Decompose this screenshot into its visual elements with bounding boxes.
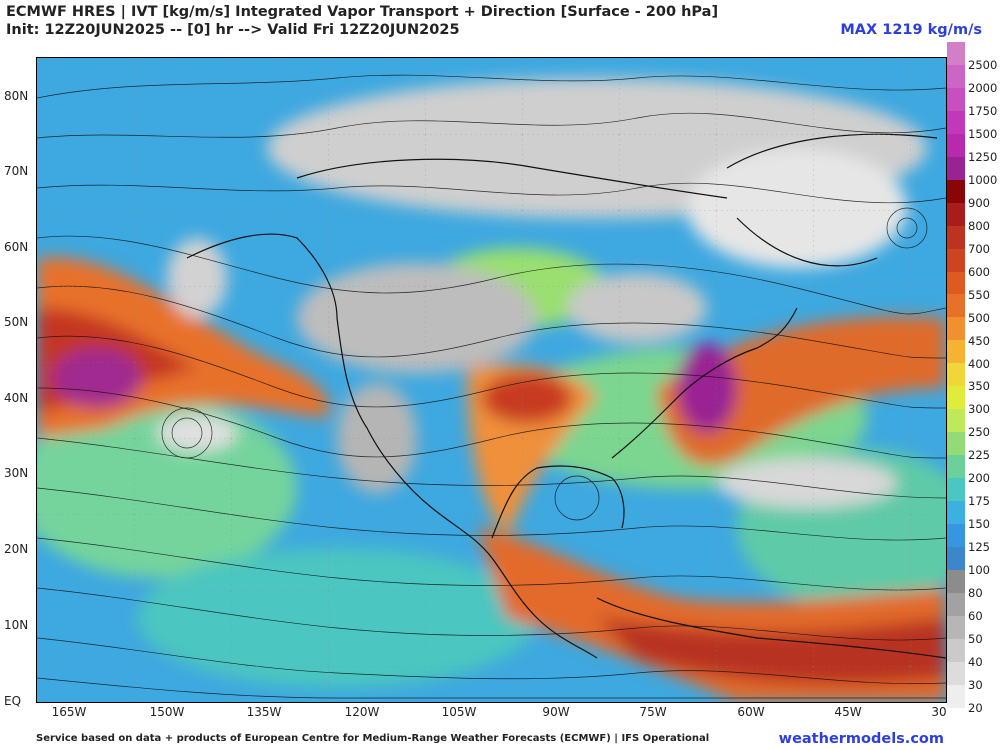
colorbar-segment — [947, 179, 965, 203]
colorbar-level-label: 450 — [968, 333, 990, 348]
colorbar-level-label: 30 — [968, 678, 983, 693]
colorbar-segment — [947, 661, 965, 685]
lon-label-135w: 135W — [246, 705, 282, 719]
colorbar-level-label: 1000 — [968, 172, 998, 187]
colorbar-segment — [947, 225, 965, 249]
ivt-map — [36, 57, 947, 703]
colorbar-segment — [947, 569, 965, 593]
lat-label-80n: 80N — [4, 89, 29, 103]
lat-label-10n: 10N — [4, 618, 29, 632]
colorbar-segment — [947, 87, 965, 111]
lon-label-150w: 150W — [149, 705, 185, 719]
footer-credit: Service based on data + products of Euro… — [36, 733, 710, 744]
colorbar-segment — [947, 501, 965, 525]
colorbar-level-label: 80 — [968, 586, 983, 601]
colorbar-level-label: 250 — [968, 425, 990, 440]
colorbar-segment — [947, 432, 965, 456]
lon-label-60w: 60W — [737, 705, 765, 719]
colorbar-level-label: 50 — [968, 632, 983, 647]
colorbar — [947, 42, 965, 708]
colorbar-level-label: 500 — [968, 310, 990, 325]
lon-label-75w: 75W — [639, 705, 667, 719]
colorbar-level-label: 1250 — [968, 149, 998, 164]
colorbar-level-label: 150 — [968, 517, 990, 532]
colorbar-level-label: 1500 — [968, 126, 998, 141]
lat-label-60n: 60N — [4, 240, 29, 254]
colorbar-segment — [947, 386, 965, 410]
ivt-map-canvas — [37, 58, 946, 702]
colorbar-segment — [947, 317, 965, 341]
lat-label-eq: EQ — [4, 694, 22, 708]
colorbar-segment — [947, 592, 965, 616]
lat-label-30n: 30N — [4, 466, 29, 480]
colorbar-level-label: 350 — [968, 379, 990, 394]
colorbar-segment — [947, 638, 965, 662]
colorbar-segment — [947, 248, 965, 272]
colorbar-level-label: 700 — [968, 241, 990, 256]
colorbar-level-label: 1750 — [968, 103, 998, 118]
colorbar-level-label: 2500 — [968, 57, 998, 72]
colorbar-segment — [947, 64, 965, 88]
colorbar-level-label: 100 — [968, 563, 990, 578]
colorbar-level-label: 175 — [968, 494, 990, 509]
lon-label-90w: 90W — [542, 705, 570, 719]
colorbar-segment — [947, 409, 965, 433]
init-valid-time: Init: 12Z20JUN2025 -- [0] hr --> Valid F… — [6, 22, 460, 38]
colorbar-segment — [947, 615, 965, 639]
colorbar-level-label: 600 — [968, 264, 990, 279]
site-name: weathermodels.com — [778, 731, 944, 747]
colorbar-segment — [947, 684, 965, 708]
colorbar-segment — [947, 340, 965, 364]
colorbar-level-label: 2000 — [968, 80, 998, 95]
colorbar-segment — [947, 546, 965, 570]
lon-label-165w: 165W — [51, 705, 87, 719]
lon-label-30: 30 — [931, 705, 947, 719]
lon-label-45w: 45W — [834, 705, 862, 719]
colorbar-level-label: 550 — [968, 287, 990, 302]
colorbar-segment — [947, 363, 965, 387]
lat-label-40n: 40N — [4, 391, 29, 405]
colorbar-segment — [947, 42, 965, 65]
colorbar-level-label: 225 — [968, 448, 990, 463]
colorbar-level-label: 60 — [968, 609, 983, 624]
max-value-label: MAX 1219 kg/m/s — [840, 22, 982, 38]
colorbar-level-label: 20 — [968, 701, 983, 715]
lat-label-50n: 50N — [4, 315, 29, 329]
colorbar-segment — [947, 524, 965, 547]
colorbar-level-label: 900 — [968, 195, 990, 210]
colorbar-segment — [947, 478, 965, 502]
colorbar-segment — [947, 455, 965, 479]
colorbar-level-label: 300 — [968, 402, 990, 417]
colorbar-level-label: 40 — [968, 655, 983, 670]
colorbar-level-label: 800 — [968, 218, 990, 233]
colorbar-level-label: 125 — [968, 540, 990, 555]
colorbar-segment — [947, 133, 965, 157]
lon-label-105w: 105W — [441, 705, 477, 719]
colorbar-segment — [947, 110, 965, 134]
colorbar-segment — [947, 156, 965, 180]
colorbar-segment — [947, 202, 965, 226]
colorbar-segment — [947, 294, 965, 318]
lat-label-20n: 20N — [4, 542, 29, 556]
lon-label-120w: 120W — [344, 705, 380, 719]
colorbar-segment — [947, 271, 965, 295]
lat-label-70n: 70N — [4, 164, 29, 178]
map-title: ECMWF HRES | IVT [kg/m/s] Integrated Vap… — [6, 4, 719, 20]
colorbar-level-label: 400 — [968, 356, 990, 371]
colorbar-level-label: 200 — [968, 471, 990, 486]
